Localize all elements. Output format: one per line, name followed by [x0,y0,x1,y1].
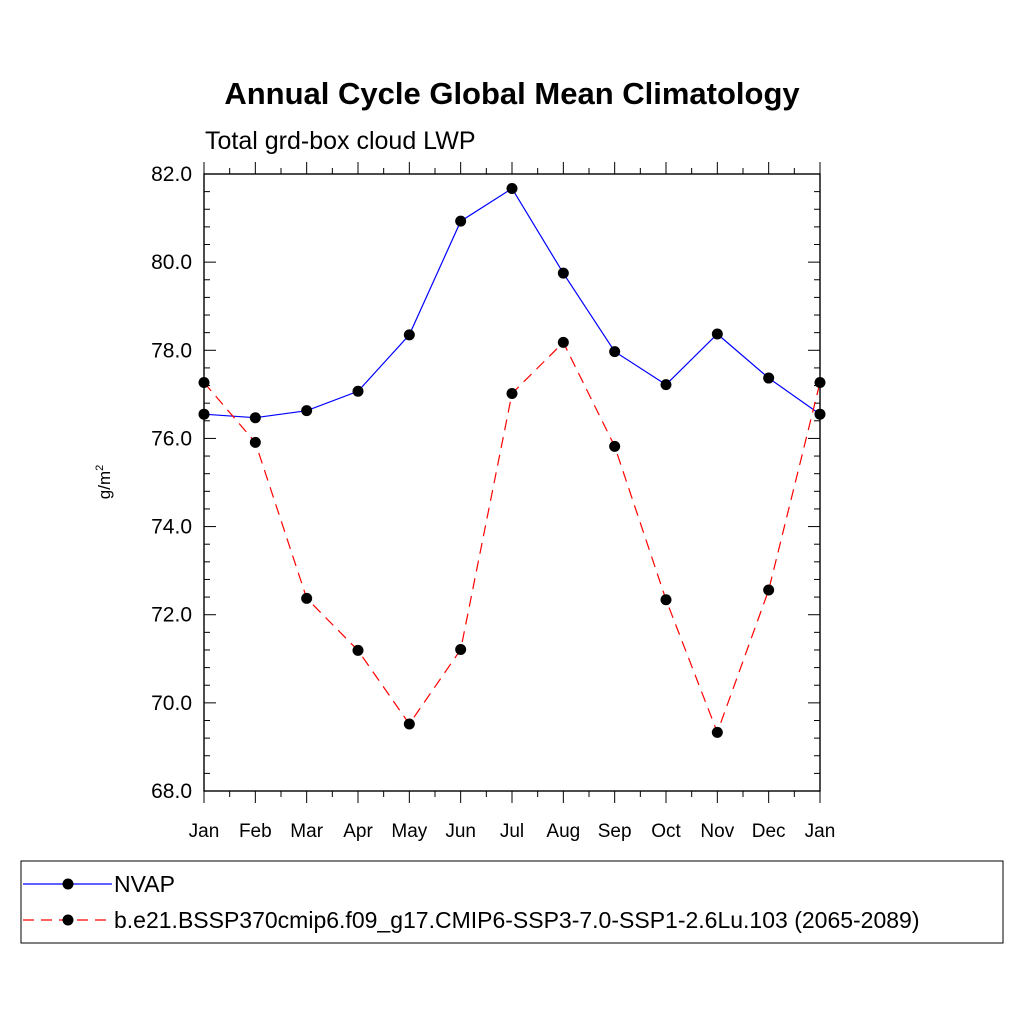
y-axis-label-text: g/m [95,471,114,499]
data-point [506,183,518,195]
data-point [763,372,775,384]
series-line [203,187,821,419]
x-tick-label: Jan [189,821,220,842]
x-tick-label: Feb [239,821,272,842]
y-axis-label: g/m2 [94,465,114,499]
x-tick-label: Aug [546,821,580,842]
x-tick-label: Oct [651,821,681,842]
data-point [609,440,621,452]
legend-label: b.e21.BSSP370cmip6.f09_g17.CMIP6-SSP3-7.… [114,907,920,933]
x-tick-label: May [391,821,427,842]
series-line [203,341,821,735]
y-tick-label: 72.0 [151,604,192,627]
axis-ticks [203,162,821,803]
x-tick-label: Jun [445,821,476,842]
x-tick-label: Nov [700,821,734,842]
legend: NVAP b.e21.BSSP370cmip6.f09_g17.CMIP6-SSP… [20,860,1004,944]
data-point [506,387,518,399]
y-axis-label-superscript: 2 [94,465,106,471]
data-point [403,718,415,730]
data-point [455,215,467,227]
legend-marker [62,878,74,890]
y-tick-labels: 68.0 70.0 72.0 74.0 76.0 78.0 80.0 82.0 [151,163,192,803]
data-point [660,594,672,606]
plot-frame [203,173,821,792]
legend-entry-2: b.e21.BSSP370cmip6.f09_g17.CMIP6-SSP3-7.… [23,907,920,933]
x-tick-label: Jan [805,821,836,842]
y-tick-label: 78.0 [151,339,192,362]
series-layer [198,183,826,738]
x-tick-label: Apr [343,821,373,842]
y-tick-label: 68.0 [151,780,192,803]
data-point [249,436,261,448]
data-point [763,584,775,596]
chart-subtitle: Total grd-box cloud LWP [205,127,476,155]
svg-text:g/m2: g/m2 [94,465,114,499]
x-tick-label: Mar [290,821,323,842]
y-tick-label: 76.0 [151,427,192,450]
data-point [557,267,569,279]
legend-entry-1: NVAP [23,871,175,897]
x-tick-label: Dec [752,821,786,842]
y-tick-label: 80.0 [151,251,192,274]
y-tick-label: 82.0 [151,163,192,186]
chart-title: Annual Cycle Global Mean Climatology [224,76,800,111]
data-point [711,726,723,738]
data-point [352,644,364,656]
legend-label: NVAP [114,871,175,897]
legend-marker [62,914,74,926]
legend-box [20,860,1004,944]
data-point [557,336,569,348]
data-point [711,328,723,340]
x-tick-label: Sep [598,821,632,842]
data-point [301,592,313,604]
x-tick-label: Jul [500,821,524,842]
y-tick-label: 70.0 [151,692,192,715]
y-tick-label: 74.0 [151,516,192,539]
data-point [403,329,415,341]
data-point [249,412,261,424]
data-point [352,385,364,397]
data-point [455,644,467,656]
data-point [609,346,621,358]
series-1 [198,183,826,424]
data-point [660,379,672,391]
x-tick-labels: Jan Feb Mar Apr May Jun Jul Aug Sep Oct Nov Dec Jan [189,821,836,842]
series-2 [198,336,826,738]
data-point [301,405,313,417]
